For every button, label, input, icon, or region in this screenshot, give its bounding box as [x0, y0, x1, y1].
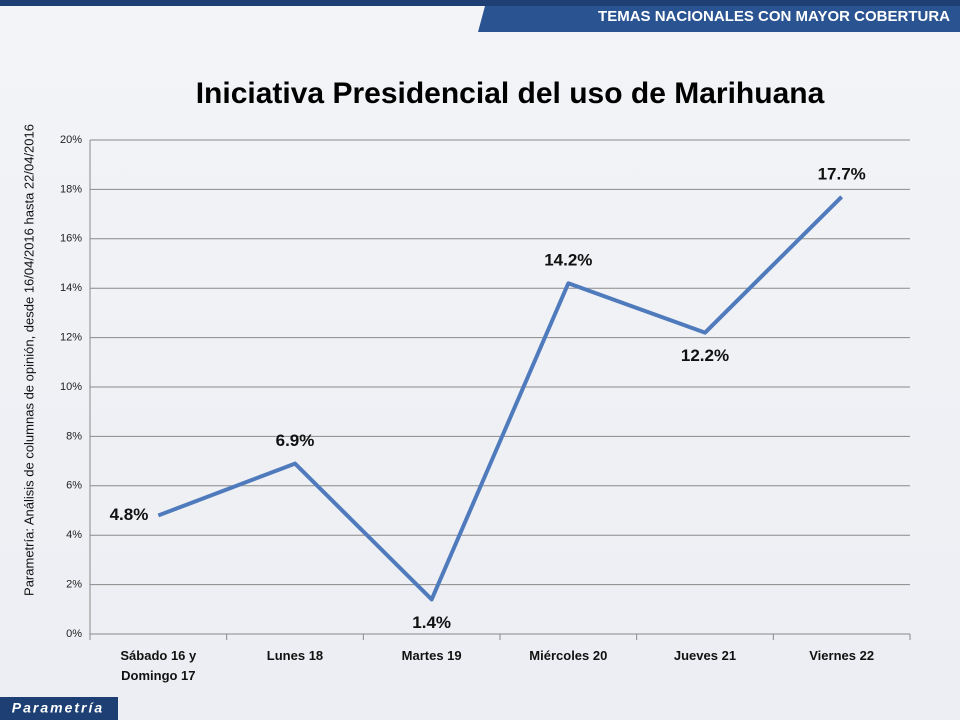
y-tick-label: 10%	[60, 381, 82, 393]
y-tick-label: 12%	[60, 332, 82, 344]
x-tick-label: Sábado 16 y Domingo 17	[120, 648, 197, 683]
y-tick-label: 4%	[66, 529, 82, 541]
y-tick-label: 20%	[60, 134, 82, 146]
data-label: 1.4%	[412, 613, 451, 632]
data-label: 12.2%	[681, 346, 729, 365]
y-tick-label: 0%	[66, 628, 82, 640]
x-tick-label: Miércoles 20	[529, 648, 608, 663]
data-label: 4.8%	[110, 505, 149, 524]
footer-logo: Parametría	[12, 700, 104, 716]
data-label: 14.2%	[544, 251, 592, 270]
x-tick-label: Lunes 18	[266, 648, 324, 663]
x-tick-label: Viernes 22	[809, 648, 875, 663]
y-tick-label: 18%	[60, 183, 82, 195]
x-tick-label: Martes 19	[401, 648, 462, 663]
line	[157, 195, 844, 602]
data-label: 17.7%	[818, 164, 866, 183]
y-tick-label: 2%	[66, 579, 82, 591]
y-tick-label: 16%	[60, 233, 82, 245]
banner-bg	[478, 6, 960, 32]
chart-title: Iniciativa Presidencial del uso de Marih…	[196, 77, 825, 110]
footer-logo-bg	[0, 697, 118, 720]
side-note: Parametría: Análisis de columnas de opin…	[21, 124, 36, 596]
data-label: 6.9%	[276, 431, 315, 450]
banner-text: TEMAS NACIONALES CON MAYOR COBERTURA	[598, 8, 950, 25]
top-strip	[0, 0, 960, 6]
x-tick-label: Jueves 21	[673, 648, 737, 663]
y-tick-label: 8%	[66, 430, 82, 442]
y-tick-label: 6%	[66, 480, 82, 492]
y-tick-label: 14%	[60, 282, 82, 294]
